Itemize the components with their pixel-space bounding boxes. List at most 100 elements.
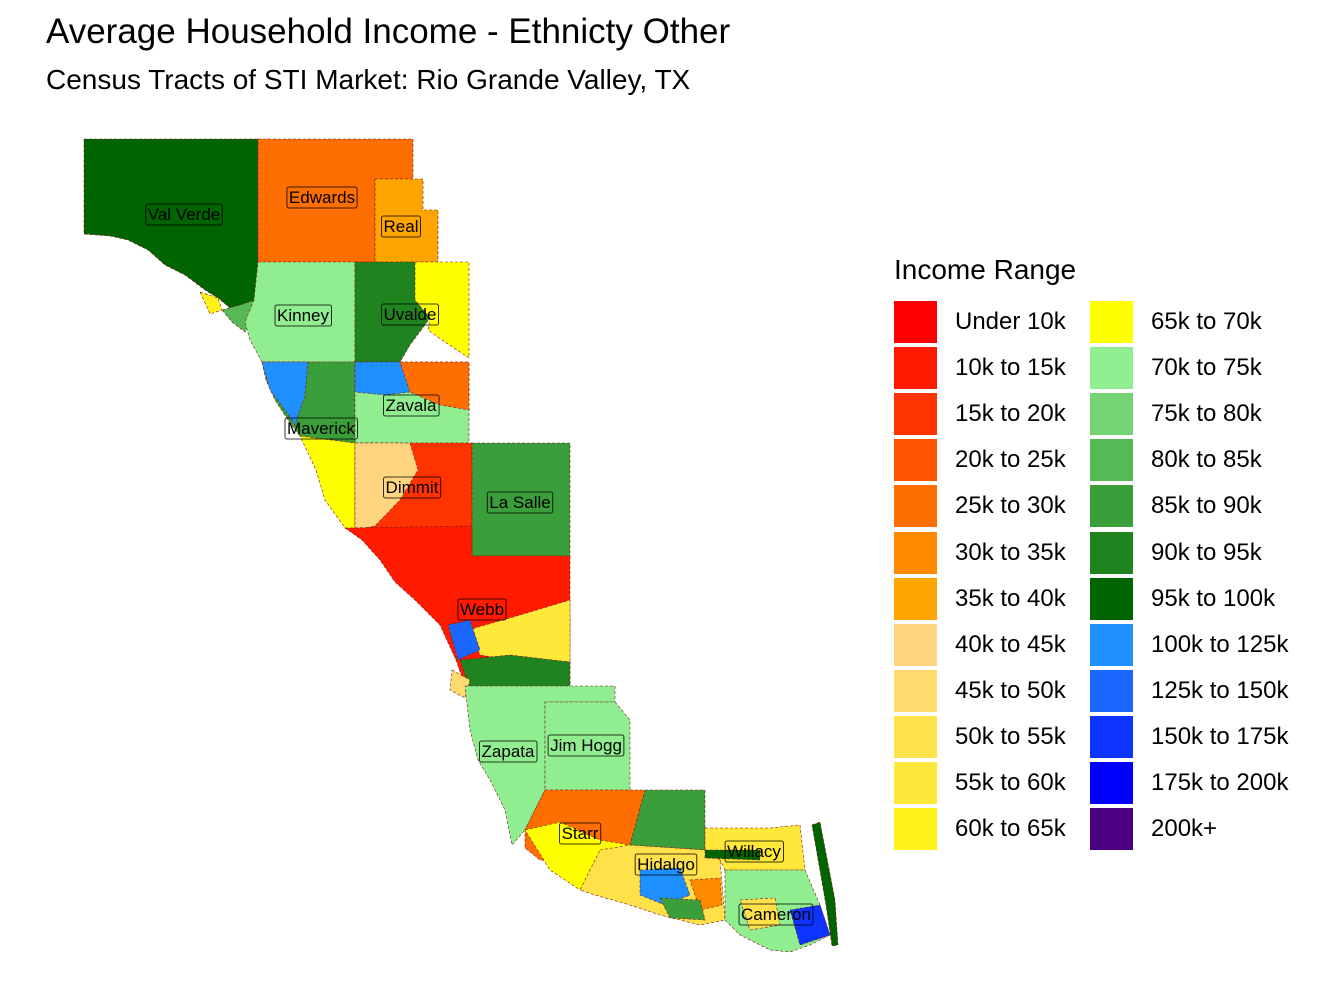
map-title: Average Household Income - Ethnicty Othe… — [46, 12, 731, 51]
legend-swatch — [1090, 715, 1133, 758]
county-label-box — [274, 304, 332, 327]
county-label: Real — [381, 215, 421, 238]
legend-swatch — [894, 439, 937, 482]
county-label: Cameron — [738, 903, 814, 926]
county-label-text: Jim Hogg — [550, 736, 622, 755]
legend-item: 10k to 15k — [894, 346, 1114, 392]
county-label: Starr — [559, 822, 602, 845]
legend-swatch — [1090, 762, 1133, 804]
legend-item: 85k to 90k — [1090, 484, 1310, 530]
legend-label: 175k to 200k — [1151, 769, 1289, 796]
county-label: La Salle — [486, 491, 554, 514]
legend-label: 150k to 175k — [1151, 722, 1289, 750]
county-label: Maverick — [284, 417, 358, 440]
legend-item: 15k to 20k — [894, 392, 1114, 438]
legend-label: 25k to 30k — [955, 492, 1066, 520]
county-label-box — [547, 734, 625, 757]
legend-swatch — [1090, 301, 1133, 343]
county-label-text: Uvalde — [384, 305, 437, 324]
county-jim-hogg — [544, 701, 631, 791]
tract-patch — [354, 442, 419, 531]
county-label: Webb — [457, 598, 507, 621]
legend-label: 70k to 75k — [1151, 354, 1262, 382]
county-label-text: Edwards — [289, 188, 355, 207]
legend-swatch — [894, 347, 937, 390]
county-label-box — [286, 186, 358, 209]
county-label-box — [634, 853, 698, 876]
tract-patch — [704, 849, 761, 861]
map-shapes — [83, 138, 839, 953]
legend-item: 40k to 45k — [894, 623, 1114, 669]
legend-label: 40k to 45k — [955, 630, 1066, 658]
county-kinney — [244, 261, 356, 363]
county-label: Kinney — [274, 304, 332, 327]
legend-item: 100k to 125k — [1090, 623, 1310, 669]
coastal-strip — [811, 821, 839, 947]
legend-swatch — [894, 577, 937, 620]
county-zapata — [464, 685, 616, 846]
county-label: Val Verde — [145, 203, 223, 226]
legend-item: 150k to 175k — [1090, 715, 1310, 761]
county-label-box — [724, 840, 784, 863]
county-label-box — [457, 598, 507, 621]
county-label-text: Val Verde — [148, 205, 220, 224]
census-tract-map: Val Verde Edwards Real Kinney Uvalde Zavala Ma… — [83, 138, 839, 953]
legend-swatch — [894, 485, 937, 528]
tract-patch — [447, 619, 481, 661]
legend-item: 90k to 95k — [1090, 531, 1310, 577]
tract-patch — [299, 435, 356, 531]
county-real — [374, 178, 439, 263]
county-label-text: Dimmit — [386, 478, 439, 497]
legend-item: 200k+ — [1090, 807, 1310, 853]
legend-swatch — [1090, 393, 1133, 436]
county-label-text: Real — [384, 217, 419, 236]
county-label-text: Kinney — [277, 306, 329, 325]
legend-swatch — [1090, 347, 1133, 390]
county-label: Dimmit — [383, 476, 442, 499]
county-label: Zavala — [383, 394, 440, 417]
legend-label: 20k to 25k — [955, 446, 1066, 474]
legend-swatch — [894, 531, 937, 574]
tract-patch — [261, 361, 309, 426]
legend-item: 50k to 55k — [894, 715, 1114, 761]
county-label-box — [486, 491, 554, 514]
tract-patch — [354, 361, 411, 396]
legend-label: 200k+ — [1151, 815, 1218, 843]
legend-swatch — [1090, 531, 1133, 574]
county-label-box — [738, 903, 814, 926]
tract-patch — [414, 261, 470, 359]
county-label-box — [479, 740, 538, 763]
legend-label: 10k to 15k — [955, 354, 1066, 382]
legend-swatch — [894, 623, 937, 666]
county-label: Jim Hogg — [547, 734, 625, 757]
county-label: Hidalgo — [634, 853, 698, 876]
legend-label: Under 10k — [955, 308, 1066, 335]
legend-label: 15k to 20k — [955, 400, 1066, 428]
legend-swatch — [1090, 623, 1133, 666]
county-label-box — [284, 417, 358, 440]
legend-item: Under 10k — [894, 300, 1114, 346]
legend-item: 95k to 100k — [1090, 577, 1310, 623]
legend-item: 175k to 200k — [1090, 761, 1310, 807]
legend-item: 35k to 40k — [894, 577, 1114, 623]
legend-label: 30k to 35k — [955, 538, 1066, 566]
legend-swatch — [894, 762, 937, 804]
legend-item: 125k to 150k — [1090, 669, 1310, 715]
legend-label: 75k to 80k — [1151, 400, 1262, 428]
legend-swatch — [894, 669, 937, 712]
county-label-text: Willacy — [727, 842, 781, 861]
county-label-text: Zapata — [482, 742, 535, 761]
county-label-text: Cameron — [741, 905, 811, 924]
legend-item: 20k to 25k — [894, 438, 1114, 484]
legend-item: 45k to 50k — [894, 669, 1114, 715]
county-labels: Val Verde Edwards Real Kinney Uvalde Zavala Ma… — [145, 186, 814, 926]
county-label: Uvalde — [381, 303, 439, 326]
county-label-box — [559, 822, 602, 845]
legend-label: 80k to 85k — [1151, 446, 1262, 474]
legend-item: 60k to 65k — [894, 807, 1114, 853]
county-label-text: Hidalgo — [637, 855, 695, 874]
tract-patch — [449, 669, 471, 699]
legend-item: 55k to 60k — [894, 761, 1114, 807]
legend-item: 30k to 35k — [894, 531, 1114, 577]
county-label-text: Starr — [562, 824, 599, 843]
